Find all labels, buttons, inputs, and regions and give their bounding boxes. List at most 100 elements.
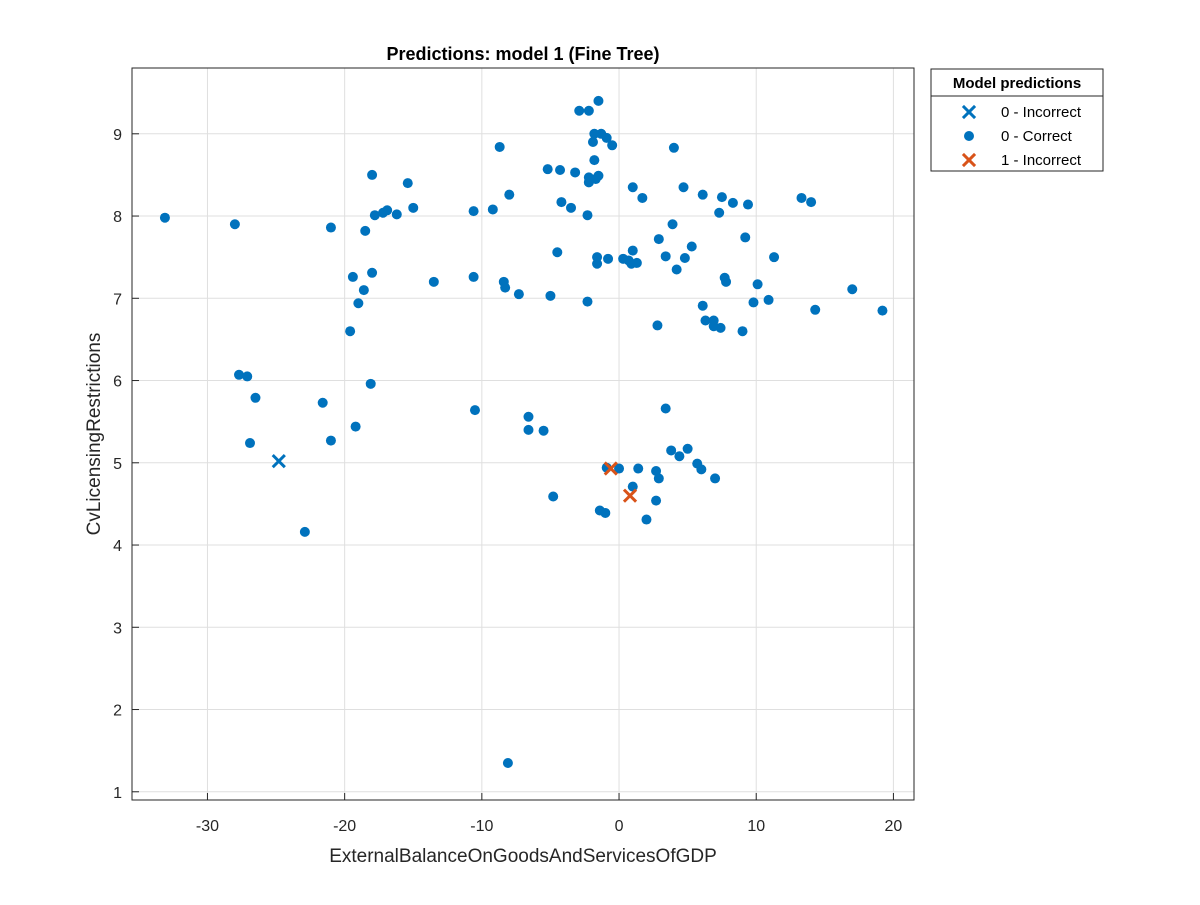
point-0-correct	[660, 251, 671, 262]
plot-area	[131, 67, 915, 801]
point-0-correct	[721, 276, 732, 287]
y-tick-label: 3	[113, 620, 122, 637]
point-0-correct	[244, 438, 255, 449]
x-marker-stroke	[271, 454, 286, 469]
point-0-correct	[487, 204, 498, 215]
point-0-correct	[574, 105, 585, 116]
x-marker-stroke	[603, 461, 618, 476]
legend-marker-0-correct	[964, 131, 974, 141]
point-0-correct	[627, 245, 638, 256]
point-0-correct	[727, 197, 738, 208]
legend-marker-0-incorrect	[961, 104, 977, 120]
point-0-correct	[566, 202, 577, 213]
point-0-correct	[769, 252, 780, 263]
x-marker-stroke	[622, 488, 638, 503]
y-tick-label: 8	[113, 209, 122, 226]
point-0-correct	[641, 514, 652, 525]
point-0-correct	[748, 297, 759, 308]
point-0-correct	[637, 192, 648, 203]
y-tick-label: 1	[113, 785, 122, 802]
point-0-correct	[660, 403, 671, 414]
x-tick-label: -20	[333, 818, 356, 835]
point-0-correct	[570, 167, 581, 178]
x-tick-label: 0	[615, 818, 624, 835]
point-0-correct	[763, 294, 774, 305]
point-0-correct	[250, 392, 261, 403]
legend-label-1-incorrect: 1 - Incorrect	[1001, 152, 1082, 169]
point-0-correct	[402, 178, 413, 189]
point-0-correct	[589, 128, 600, 139]
y-tick-label: 5	[113, 456, 122, 473]
y-tick-label: 2	[113, 703, 122, 720]
point-0-correct	[714, 207, 725, 218]
point-1-incorrect	[622, 488, 638, 503]
x-tick-label: 10	[747, 818, 765, 835]
point-0-correct	[347, 271, 358, 282]
point-0-correct	[468, 271, 479, 282]
y-axis-title: CvLicensingRestrictions	[84, 333, 105, 536]
grid	[132, 68, 914, 800]
point-0-correct	[369, 210, 380, 221]
point-0-correct	[504, 189, 515, 200]
legend-label-0-correct: 0 - Correct	[1001, 128, 1073, 145]
y-tick-label: 4	[113, 538, 122, 555]
legend-label-0-incorrect: 0 - Incorrect	[1001, 104, 1082, 121]
point-0-correct	[582, 210, 593, 221]
point-0-correct	[428, 276, 439, 287]
point-0-correct	[593, 95, 604, 106]
point-0-correct	[552, 247, 563, 258]
point-0-correct	[716, 192, 727, 203]
point-0-correct	[234, 369, 245, 380]
point-0-correct	[601, 132, 612, 143]
point-0-correct	[668, 142, 679, 153]
point-0-correct	[542, 164, 553, 175]
point-0-correct	[667, 219, 678, 230]
point-0-correct	[367, 169, 378, 180]
point-0-correct	[877, 305, 888, 316]
point-0-correct	[358, 285, 369, 296]
x-tick-label: 20	[885, 818, 903, 835]
point-0-correct	[408, 202, 419, 213]
point-0-correct	[697, 300, 708, 311]
point-0-correct	[600, 507, 611, 518]
point-0-correct	[583, 105, 594, 116]
point-0-correct	[468, 206, 479, 217]
point-0-correct	[633, 463, 644, 474]
point-0-correct	[545, 290, 556, 301]
legend-marker-1-incorrect	[961, 152, 977, 168]
point-0-correct	[651, 466, 662, 477]
point-0-correct	[469, 405, 480, 416]
point-0-correct	[796, 192, 807, 203]
point-0-correct	[325, 435, 336, 446]
point-0-correct	[350, 421, 361, 432]
x-tick-label: -30	[196, 818, 219, 835]
point-0-correct	[696, 464, 707, 475]
point-0-correct	[810, 304, 821, 315]
point-0-correct	[494, 141, 505, 152]
point-0-correct	[674, 451, 685, 462]
point-0-correct	[652, 320, 663, 331]
point-0-correct	[502, 757, 513, 768]
point-0-correct	[325, 222, 336, 233]
point-0-correct	[679, 252, 690, 263]
point-0-correct	[556, 197, 567, 208]
point-0-correct	[500, 282, 511, 293]
point-0-correct	[607, 140, 618, 151]
y-tick-label: 7	[113, 291, 122, 308]
y-tick-label: 6	[113, 374, 122, 391]
point-0-correct	[299, 526, 310, 537]
point-0-correct	[671, 264, 682, 275]
point-0-correct	[678, 182, 689, 193]
chart-title: Predictions: model 1 (Fine Tree)	[386, 44, 659, 64]
point-0-correct	[666, 445, 677, 456]
point-0-correct	[365, 378, 376, 389]
point-0-correct	[353, 298, 364, 309]
point-0-correct	[587, 137, 598, 148]
point-0-correct	[345, 326, 356, 337]
point-0-correct	[682, 443, 693, 454]
axis-ticks: -30 -20 -10 0 10 20 1 2 3 4 5 6 7 8 9	[113, 127, 902, 835]
x-tick-label: -10	[470, 818, 493, 835]
point-0-correct	[523, 411, 534, 422]
